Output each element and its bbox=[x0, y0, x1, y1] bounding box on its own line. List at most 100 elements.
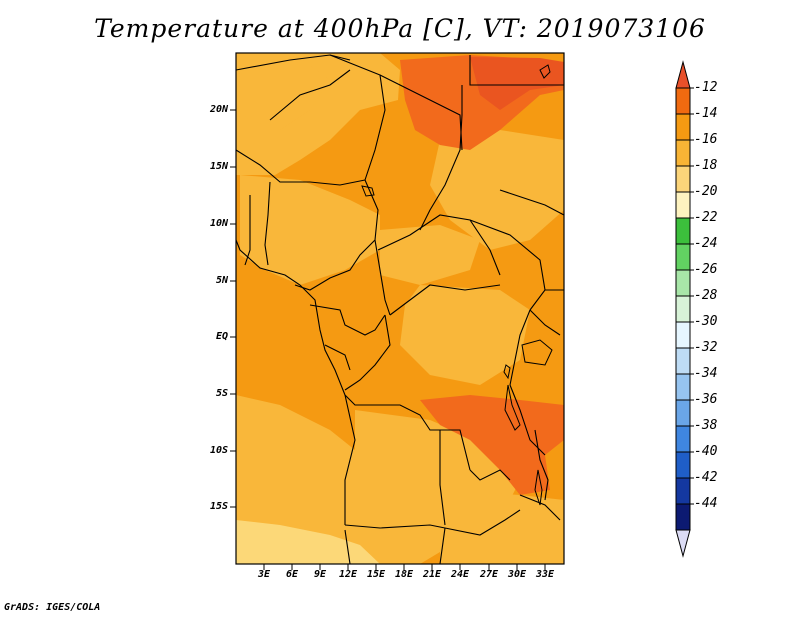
lon-tick-label: 30E bbox=[507, 569, 527, 580]
lon-tick-label: 33E bbox=[535, 569, 555, 580]
border-chad-sudan bbox=[419, 114, 463, 231]
border-angola-namibia bbox=[344, 524, 446, 529]
lat-tick-label: 10S bbox=[209, 445, 228, 456]
border-botswana bbox=[439, 527, 446, 565]
field-region-m16-east bbox=[430, 130, 564, 250]
field-region-m16-southwest bbox=[236, 395, 360, 564]
border-nigeria-benin bbox=[264, 181, 271, 266]
border-drc-uganda bbox=[509, 309, 531, 386]
colorbar-top-arrow bbox=[675, 60, 691, 89]
border-algeria-mali bbox=[235, 54, 351, 71]
border-congo-gabon bbox=[309, 304, 386, 336]
field-region-m16-far-south bbox=[440, 490, 564, 564]
colorbar-box bbox=[675, 477, 691, 505]
lon-tick-label: 18E bbox=[394, 569, 414, 580]
colorbar-level-label: -30 bbox=[694, 314, 718, 329]
colorbar bbox=[675, 60, 694, 558]
colorbar-level-label: -36 bbox=[694, 392, 718, 407]
colorbar-box bbox=[675, 243, 691, 271]
map-frame bbox=[235, 52, 565, 565]
colorbar-level-label: -22 bbox=[694, 210, 718, 225]
colorbar-level-label: -14 bbox=[694, 106, 718, 121]
field-region-m12-southeast bbox=[420, 395, 564, 495]
lat-tick-label: 5N bbox=[215, 275, 228, 286]
lake-tanganyika bbox=[504, 384, 521, 431]
colorbar-level-label: -40 bbox=[694, 444, 718, 459]
colorbar-box bbox=[675, 451, 691, 479]
colorbar-box bbox=[675, 425, 691, 453]
temperature-field bbox=[236, 53, 564, 564]
colorbar-level-label: -20 bbox=[694, 184, 718, 199]
colorbar-level-label: -38 bbox=[694, 418, 718, 433]
lon-tick-label: 21E bbox=[422, 569, 442, 580]
field-region-m16-congo bbox=[400, 285, 530, 385]
lake-malawi bbox=[534, 469, 543, 506]
border-drc-angola bbox=[344, 394, 471, 471]
border-namibia-south bbox=[344, 529, 351, 565]
field-region-m18-southwest bbox=[236, 520, 380, 564]
colorbar-box bbox=[675, 295, 691, 323]
border-gabon-south bbox=[324, 344, 351, 371]
colorbar-box bbox=[675, 347, 691, 375]
lat-tick-label: 15S bbox=[209, 501, 228, 512]
border-uganda-kenya bbox=[529, 309, 561, 336]
colorbar-box bbox=[675, 269, 691, 297]
colorbar-level-label: -18 bbox=[694, 158, 718, 173]
border-coast-west bbox=[235, 239, 346, 396]
country-borders bbox=[235, 54, 565, 565]
border-nigeria-cameroon bbox=[294, 179, 379, 291]
lat-tick-label: 15N bbox=[209, 161, 228, 172]
colorbar-box bbox=[675, 399, 691, 427]
lon-tick-label: 15E bbox=[366, 569, 386, 580]
lake-victoria bbox=[521, 339, 553, 366]
colorbar-level-label: -32 bbox=[694, 340, 718, 355]
lake-kivu bbox=[503, 364, 511, 380]
border-car-drc bbox=[389, 284, 501, 316]
colorbar-box bbox=[675, 503, 691, 531]
lake-chad bbox=[361, 185, 375, 197]
border-angola-zambia bbox=[439, 430, 446, 526]
colorbar-level-label: -44 bbox=[694, 496, 718, 511]
colorbar-box bbox=[675, 113, 691, 141]
lakes bbox=[361, 64, 553, 506]
colorbar-level-label: -28 bbox=[694, 288, 718, 303]
colorbar-box bbox=[675, 191, 691, 219]
colorbar-box bbox=[675, 321, 691, 349]
border-cameroon-car bbox=[374, 239, 391, 316]
lon-tick-label: 24E bbox=[450, 569, 470, 580]
border-malawi bbox=[534, 429, 549, 501]
lat-tick-label: 20N bbox=[209, 104, 228, 115]
lon-tick-label: 6E bbox=[285, 569, 299, 580]
lat-ticks bbox=[230, 109, 236, 508]
border-ghana-togo bbox=[244, 195, 251, 266]
border-libya-egypt bbox=[469, 55, 564, 86]
border-drc-zambia bbox=[469, 469, 511, 481]
field-region-m16-north bbox=[236, 58, 330, 130]
credit-text: GrADS: IGES/COLA bbox=[4, 602, 101, 613]
colorbar-box bbox=[675, 87, 691, 115]
lon-tick-label: 3E bbox=[257, 569, 271, 580]
lat-tick-label: 10N bbox=[209, 218, 228, 229]
map-title: Temperature at 400hPa [C], VT: 201907310… bbox=[94, 14, 706, 43]
colorbar-level-label: -24 bbox=[694, 236, 718, 251]
lat-tick-label: EQ bbox=[215, 331, 228, 342]
lon-tick-label: 9E bbox=[313, 569, 327, 580]
colorbar-level-label: -34 bbox=[694, 366, 718, 381]
lon-ticks bbox=[263, 564, 546, 570]
border-south-sudan bbox=[469, 219, 546, 311]
border-mali-niger bbox=[269, 69, 351, 121]
colorbar-box bbox=[675, 165, 691, 193]
colorbar-box bbox=[675, 139, 691, 167]
border-mozambique bbox=[519, 494, 561, 521]
lake-nasser bbox=[539, 64, 551, 79]
field-region-m16-central bbox=[380, 225, 480, 285]
lon-tick-label: 27E bbox=[479, 569, 499, 580]
border-niger-east bbox=[329, 54, 386, 181]
colorbar-bottom-arrow bbox=[675, 529, 691, 558]
field-region-m16-nigeria bbox=[240, 175, 380, 285]
lat-tick-label: 5S bbox=[215, 388, 228, 399]
colorbar-level-label: -12 bbox=[694, 80, 718, 95]
border-burkina-nigeria bbox=[235, 149, 366, 186]
colorbar-box bbox=[675, 217, 691, 245]
